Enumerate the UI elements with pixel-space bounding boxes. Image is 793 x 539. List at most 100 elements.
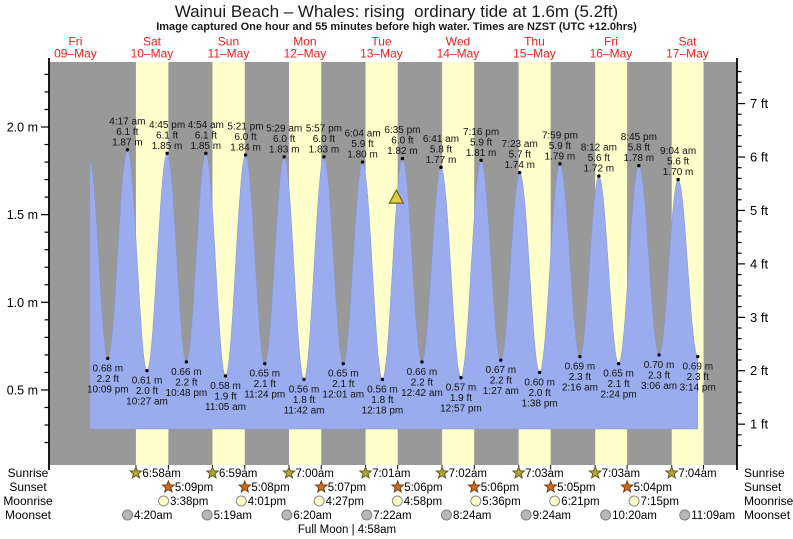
- astro-event-time: 5:05pm: [557, 482, 595, 494]
- high-tide-annotation: 6:41 am 5.8 ft 1.77 m: [423, 134, 459, 166]
- astro-event-time: 11:09am: [691, 510, 735, 522]
- day-weekday-label: Sun: [218, 35, 239, 49]
- tide-extreme-dot: [263, 361, 267, 366]
- sunset-star-icon: [467, 479, 482, 494]
- high-tide-annotation: 7:59 pm 5.9 ft 1.79 m: [542, 130, 578, 162]
- day-date-label: 13–May: [360, 47, 403, 61]
- day-date-label: 14–May: [437, 47, 480, 61]
- astro-event-time: 5:19am: [214, 510, 252, 522]
- low-tide-annotation: 0.69 m 2.3 ft 2:16 am: [562, 362, 598, 394]
- astro-event-time: 6:21pm: [561, 496, 599, 508]
- sunrise-star-icon: [664, 465, 679, 480]
- moonrise-circle-icon: [158, 495, 170, 507]
- tide-extreme-dot: [420, 360, 424, 364]
- low-tide-annotation: 0.56 m 1.8 ft 12:18 pm: [362, 384, 404, 416]
- y-axis-right-tick-label: 7 ft: [750, 96, 768, 111]
- day-weekday-label: Mon: [293, 35, 316, 49]
- sunset-star-icon: [543, 479, 558, 494]
- astro-event-time: 3:38pm: [170, 496, 208, 508]
- current-time-marker-icon: [388, 188, 405, 204]
- low-tide-annotation: 0.65 m 2.1 ft 11:24 pm: [244, 369, 285, 401]
- low-tide-annotation: 0.57 m 1.9 ft 12:57 pm: [440, 383, 482, 415]
- high-tide-annotation: 8:45 pm 5.8 ft 1.78 m: [621, 132, 657, 164]
- astro-event-time: 7:15pm: [641, 496, 679, 508]
- y-axis-right-tick-label: 3 ft: [750, 310, 768, 325]
- astro-event-time: 8:24am: [453, 510, 491, 522]
- astro-event-time: 7:00am: [296, 468, 334, 480]
- astro-row-label-right: Sunset: [744, 480, 782, 494]
- low-tide-annotation: 0.67 m 2.2 ft 1:27 am: [483, 365, 519, 397]
- tide-extreme-dot: [537, 370, 542, 375]
- moonset-circle-icon: [440, 509, 452, 521]
- astro-event-time: 7:04am: [678, 468, 716, 480]
- moonrise-circle-icon: [313, 495, 325, 507]
- day-date-label: 09–May: [54, 47, 97, 61]
- page-title: Wainui Beach – Whales: rising ordinary t…: [174, 2, 619, 21]
- astro-event-time: 7:02am: [449, 468, 487, 480]
- tide-extreme-dot: [518, 170, 522, 175]
- low-tide-annotation: 0.66 m 2.2 ft 12:42 am: [401, 367, 443, 399]
- day-weekday-label: Sat: [678, 35, 697, 49]
- moonset-circle-icon: [122, 509, 134, 521]
- tide-extreme-dot: [676, 177, 680, 182]
- astro-event-time: 6:20am: [293, 510, 331, 522]
- tide-extreme-dot: [380, 377, 385, 382]
- astro-row-moonset: Moonset Moonset 4:20am 5:19am 6:20am 7:22am 8:…: [5, 508, 791, 522]
- tide-extreme-dot: [302, 377, 306, 382]
- tide-extreme-dot: [578, 354, 582, 359]
- tide-extreme-dot: [558, 162, 562, 166]
- moonrise-circle-icon: [391, 495, 403, 507]
- y-axis-left-tick-label: 1.5 m: [7, 208, 38, 222]
- y-axis-left-tick-label: 0.5 m: [7, 383, 38, 397]
- tide-extreme-dot: [282, 155, 286, 159]
- low-tide-annotation: 0.61 m 2.0 ft 10:27 am: [126, 376, 168, 408]
- low-tide-annotation: 0.65 m 2.1 ft 2:24 pm: [601, 369, 637, 401]
- day-weekday-label: Wed: [446, 35, 470, 49]
- high-tide-annotation: 4:17 am 6.1 ft 1.87 m: [109, 116, 145, 148]
- astro-row-sunset: Sunset Sunset 5:09pm 5:08pm 5:07pm 5:06pm 5:06…: [9, 479, 782, 494]
- astro-row-label-right: Moonrise: [744, 494, 793, 508]
- astro-event-time: 6:59am: [219, 468, 257, 480]
- day-weekday-label: Sat: [143, 35, 162, 49]
- astro-row-label-right: Moonset: [744, 508, 791, 522]
- astro-event-time: 10:20am: [612, 510, 657, 522]
- high-tide-annotation: 6:04 am 5.9 ft 1.80 m: [344, 129, 380, 161]
- high-tide-annotation: 5:21 pm 6.0 ft 1.84 m: [227, 122, 263, 154]
- y-axis-right-tick-label: 4 ft: [750, 256, 768, 271]
- high-tide-annotation: 5:29 am 6.0 ft 1.83 m: [266, 123, 302, 155]
- astro-row-label-left: Moonrise: [3, 494, 53, 508]
- day-date-label: 12–May: [284, 47, 327, 61]
- sunrise-star-icon: [435, 465, 450, 480]
- sunrise-star-icon: [128, 465, 143, 480]
- tide-extreme-dot: [360, 160, 365, 164]
- moonrise-circle-icon: [470, 495, 482, 507]
- astro-row-sunrise: Sunrise Sunrise 6:58am 6:59am 7:00am 7:01am 7:…: [8, 465, 785, 480]
- astro-row-label-left: Sunrise: [8, 466, 49, 480]
- high-tide-annotation: 8:12 am 5.6 ft 1.72 m: [581, 143, 617, 175]
- tide-extreme-dot: [400, 156, 405, 161]
- sunrise-star-icon: [205, 465, 220, 480]
- astro-event-time: 5:36pm: [482, 496, 520, 508]
- sunset-star-icon: [314, 479, 329, 494]
- moonset-circle-icon: [679, 509, 691, 521]
- tide-extreme-dot: [322, 155, 326, 159]
- moonrise-circle-icon: [628, 495, 640, 507]
- sunrise-star-icon: [511, 465, 526, 480]
- high-tide-annotation: 7:23 am 5.7 ft 1.74 m: [502, 139, 538, 171]
- full-moon-label: Full Moon | 4:58am: [298, 524, 396, 536]
- day-weekday-label: Fri: [604, 35, 618, 49]
- tide-extreme-dot: [657, 353, 661, 357]
- tide-extreme-dot: [616, 361, 621, 366]
- day-date-label: 15–May: [513, 47, 556, 61]
- astro-row-label-left: Moonset: [5, 508, 52, 522]
- astro-row-label-left: Sunset: [9, 480, 47, 494]
- astro-event-time: 4:27pm: [326, 496, 364, 508]
- sunset-star-icon: [161, 479, 176, 494]
- astro-event-time: 4:01pm: [248, 496, 286, 508]
- sunrise-star-icon: [358, 465, 373, 480]
- tide-extreme-dot: [165, 151, 169, 155]
- y-axis-right-tick-label: 1 ft: [750, 417, 768, 432]
- low-tide-annotation: 0.68 m 2.2 ft 10:09 pm: [87, 363, 129, 395]
- y-axis-right-tick-label: 5 ft: [750, 203, 768, 218]
